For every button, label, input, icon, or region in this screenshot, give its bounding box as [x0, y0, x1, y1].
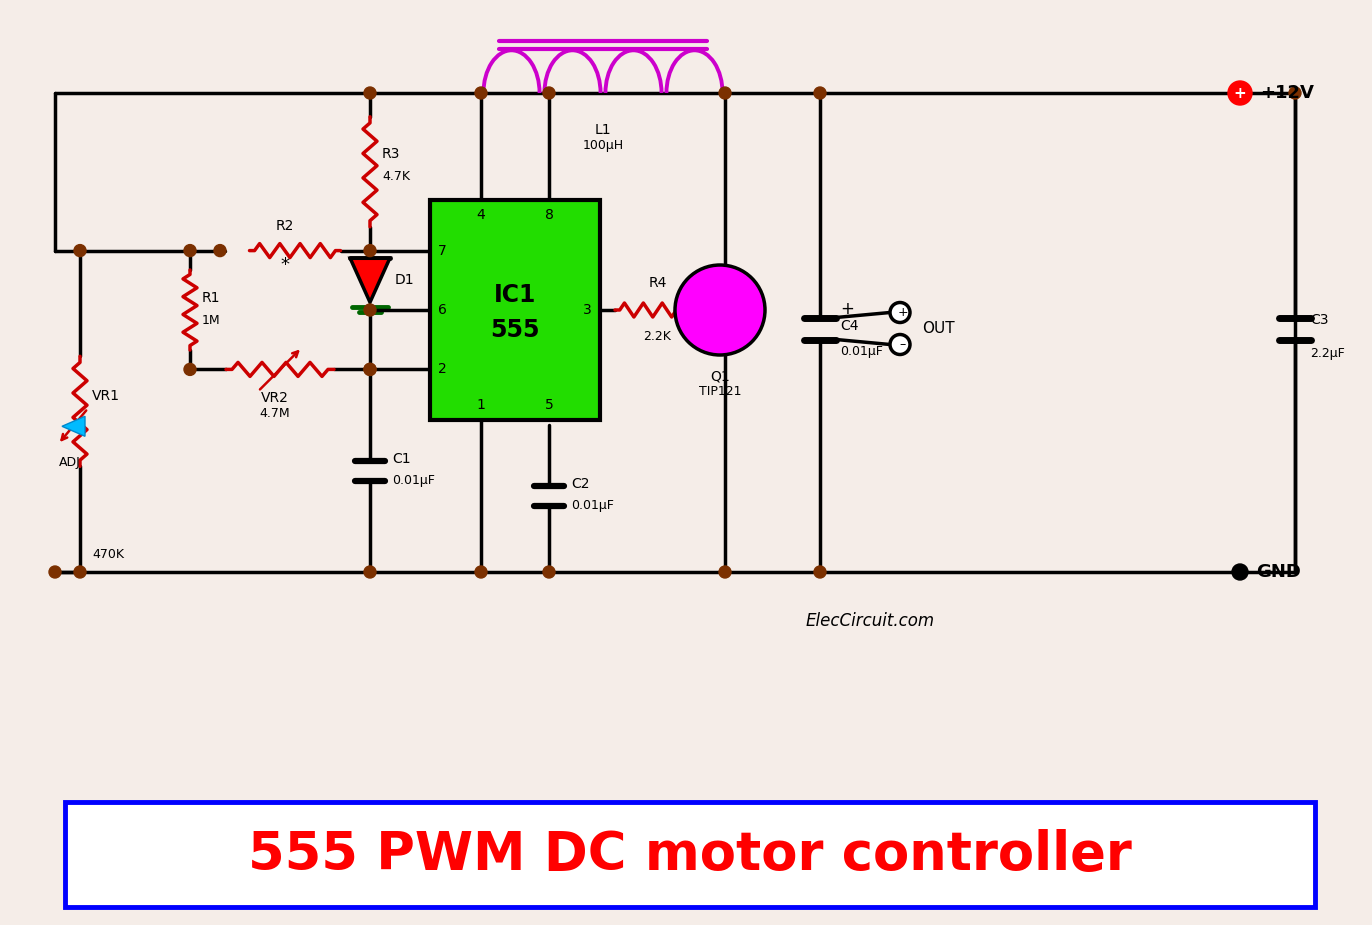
Text: 470K: 470K: [92, 548, 123, 561]
Text: 555: 555: [490, 318, 539, 342]
Text: 0.01μF: 0.01μF: [392, 475, 435, 487]
Text: C4: C4: [840, 318, 859, 332]
Text: 1M: 1M: [202, 314, 221, 327]
Text: 5: 5: [545, 398, 553, 412]
Circle shape: [814, 87, 826, 99]
Circle shape: [543, 87, 556, 99]
Circle shape: [184, 244, 196, 256]
Text: 100μH: 100μH: [583, 139, 623, 152]
Text: 2.2μF: 2.2μF: [1310, 347, 1345, 360]
Text: Q1: Q1: [711, 370, 730, 384]
Circle shape: [475, 566, 487, 578]
Text: 0.01μF: 0.01μF: [840, 345, 882, 358]
Text: R3: R3: [381, 147, 401, 161]
Circle shape: [184, 364, 196, 376]
Text: C3: C3: [1310, 314, 1328, 327]
Text: 555 PWM DC motor controller: 555 PWM DC motor controller: [248, 829, 1132, 881]
Circle shape: [719, 87, 731, 99]
Circle shape: [214, 244, 226, 256]
Circle shape: [719, 566, 731, 578]
Text: +: +: [840, 301, 853, 318]
Text: *: *: [280, 255, 289, 274]
Circle shape: [890, 302, 910, 323]
Circle shape: [364, 364, 376, 376]
Circle shape: [814, 566, 826, 578]
Text: 4.7K: 4.7K: [381, 170, 410, 183]
Text: TIP121: TIP121: [698, 385, 741, 398]
Circle shape: [364, 304, 376, 316]
Text: C2: C2: [571, 477, 590, 491]
Text: R4: R4: [649, 276, 667, 290]
Text: 4.7M: 4.7M: [259, 407, 291, 420]
Text: L1: L1: [594, 123, 612, 137]
Text: +12V: +12V: [1259, 84, 1314, 102]
Text: R2: R2: [276, 218, 294, 232]
Text: R1: R1: [202, 291, 221, 305]
Text: 1: 1: [476, 398, 486, 412]
Circle shape: [364, 364, 376, 376]
Text: GND: GND: [1255, 563, 1301, 581]
Text: 3: 3: [583, 303, 591, 317]
Circle shape: [74, 244, 86, 256]
Text: ADJ: ADJ: [59, 456, 81, 469]
Circle shape: [675, 265, 766, 355]
Text: +: +: [1233, 85, 1246, 101]
Circle shape: [74, 566, 86, 578]
Circle shape: [364, 244, 376, 256]
Text: 4: 4: [476, 208, 486, 222]
Text: IC1: IC1: [494, 283, 536, 307]
Text: 6: 6: [438, 303, 447, 317]
Bar: [429, 200, 600, 420]
Text: VR2: VR2: [261, 391, 289, 405]
Text: C1: C1: [392, 451, 410, 465]
Circle shape: [475, 87, 487, 99]
Text: OUT: OUT: [922, 321, 955, 336]
Bar: [64, 802, 1314, 907]
Circle shape: [364, 87, 376, 99]
Circle shape: [1228, 81, 1253, 105]
Circle shape: [543, 566, 556, 578]
Text: 7: 7: [438, 243, 447, 257]
Text: 2.2K: 2.2K: [643, 330, 671, 343]
Text: D1: D1: [395, 273, 414, 288]
Text: 8: 8: [545, 208, 553, 222]
Text: +: +: [897, 306, 908, 319]
Text: –: –: [900, 338, 906, 351]
Circle shape: [890, 335, 910, 354]
Circle shape: [1290, 87, 1301, 99]
Circle shape: [49, 566, 60, 578]
Text: 0.01μF: 0.01μF: [571, 500, 613, 512]
Text: ElecCircuit.com: ElecCircuit.com: [805, 612, 934, 630]
Circle shape: [1232, 564, 1249, 580]
Circle shape: [364, 566, 376, 578]
Text: VR1: VR1: [92, 389, 119, 403]
Polygon shape: [350, 258, 390, 302]
Text: 2: 2: [438, 363, 447, 376]
Polygon shape: [62, 416, 85, 437]
